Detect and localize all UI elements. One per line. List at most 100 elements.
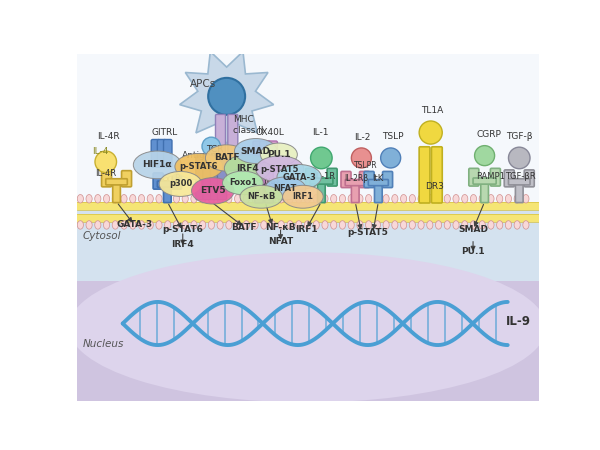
Text: TCR: TCR: [206, 145, 223, 154]
Ellipse shape: [164, 194, 171, 203]
FancyBboxPatch shape: [151, 140, 160, 167]
Ellipse shape: [191, 178, 234, 204]
Text: p300: p300: [169, 180, 192, 189]
Ellipse shape: [357, 220, 363, 229]
Ellipse shape: [226, 220, 232, 229]
Text: NFAT: NFAT: [274, 184, 297, 193]
Text: OX40: OX40: [260, 178, 282, 187]
Circle shape: [380, 148, 401, 168]
Polygon shape: [179, 51, 274, 144]
Ellipse shape: [95, 194, 101, 203]
Text: TSLP: TSLP: [382, 132, 404, 141]
FancyBboxPatch shape: [515, 182, 523, 202]
Ellipse shape: [444, 220, 451, 229]
Ellipse shape: [497, 194, 503, 203]
Text: NF-κB: NF-κB: [247, 192, 275, 201]
Ellipse shape: [296, 220, 302, 229]
FancyBboxPatch shape: [266, 141, 277, 171]
Ellipse shape: [235, 139, 277, 163]
Text: SMAD: SMAD: [241, 147, 271, 156]
Ellipse shape: [265, 177, 305, 200]
Ellipse shape: [313, 194, 319, 203]
Ellipse shape: [173, 220, 179, 229]
FancyBboxPatch shape: [211, 154, 220, 199]
Ellipse shape: [261, 194, 267, 203]
FancyBboxPatch shape: [345, 180, 365, 186]
Bar: [77, 54, 539, 208]
Ellipse shape: [497, 220, 503, 229]
Ellipse shape: [278, 220, 284, 229]
Ellipse shape: [208, 220, 214, 229]
Ellipse shape: [392, 220, 398, 229]
Text: TGF-βR: TGF-βR: [505, 172, 535, 181]
FancyBboxPatch shape: [341, 171, 351, 188]
Circle shape: [202, 137, 220, 156]
Ellipse shape: [453, 220, 459, 229]
Ellipse shape: [427, 194, 433, 203]
Ellipse shape: [243, 194, 250, 203]
Text: GATA-3: GATA-3: [116, 220, 152, 230]
Ellipse shape: [86, 194, 92, 203]
Ellipse shape: [175, 153, 223, 180]
Ellipse shape: [256, 156, 304, 182]
Text: DR3: DR3: [425, 182, 444, 191]
Ellipse shape: [461, 220, 468, 229]
Circle shape: [208, 78, 245, 115]
Ellipse shape: [287, 220, 293, 229]
Ellipse shape: [205, 145, 248, 171]
Ellipse shape: [269, 194, 275, 203]
FancyBboxPatch shape: [122, 171, 131, 187]
Ellipse shape: [418, 194, 424, 203]
Ellipse shape: [409, 220, 415, 229]
FancyBboxPatch shape: [164, 140, 172, 167]
Ellipse shape: [357, 194, 363, 203]
Ellipse shape: [365, 220, 372, 229]
Ellipse shape: [147, 194, 154, 203]
Ellipse shape: [523, 194, 529, 203]
Text: PU.1: PU.1: [461, 248, 485, 256]
Ellipse shape: [514, 194, 520, 203]
Text: GATA-3: GATA-3: [282, 172, 316, 181]
Ellipse shape: [191, 194, 197, 203]
Text: p-STAT5: p-STAT5: [260, 165, 299, 174]
Ellipse shape: [133, 151, 181, 179]
Ellipse shape: [374, 220, 380, 229]
Text: IL-1R: IL-1R: [314, 172, 335, 181]
Ellipse shape: [287, 194, 293, 203]
Ellipse shape: [322, 194, 328, 203]
Ellipse shape: [453, 194, 459, 203]
FancyBboxPatch shape: [215, 161, 238, 170]
Circle shape: [352, 148, 371, 168]
Ellipse shape: [200, 220, 206, 229]
Circle shape: [311, 147, 332, 169]
FancyBboxPatch shape: [504, 170, 514, 187]
Ellipse shape: [121, 220, 127, 229]
Text: HIF1α: HIF1α: [143, 160, 172, 169]
Ellipse shape: [313, 220, 319, 229]
FancyBboxPatch shape: [265, 170, 273, 203]
Text: p-STAT6: p-STAT6: [179, 162, 218, 171]
Ellipse shape: [401, 220, 407, 229]
Ellipse shape: [77, 220, 83, 229]
Ellipse shape: [208, 194, 214, 203]
Ellipse shape: [156, 194, 162, 203]
Ellipse shape: [243, 220, 250, 229]
Ellipse shape: [103, 220, 110, 229]
Ellipse shape: [340, 220, 346, 229]
Ellipse shape: [348, 220, 354, 229]
FancyBboxPatch shape: [164, 184, 171, 202]
Text: IRF1: IRF1: [292, 192, 313, 201]
Text: TL1A: TL1A: [421, 106, 444, 115]
Ellipse shape: [112, 220, 118, 229]
FancyBboxPatch shape: [203, 154, 212, 199]
Ellipse shape: [252, 194, 258, 203]
FancyBboxPatch shape: [253, 141, 263, 171]
Ellipse shape: [374, 194, 380, 203]
FancyBboxPatch shape: [157, 181, 178, 187]
Ellipse shape: [296, 194, 302, 203]
Ellipse shape: [322, 220, 328, 229]
Text: Antigen: Antigen: [182, 151, 217, 160]
Text: GITR: GITR: [161, 174, 181, 183]
Ellipse shape: [235, 194, 241, 203]
Ellipse shape: [139, 220, 145, 229]
